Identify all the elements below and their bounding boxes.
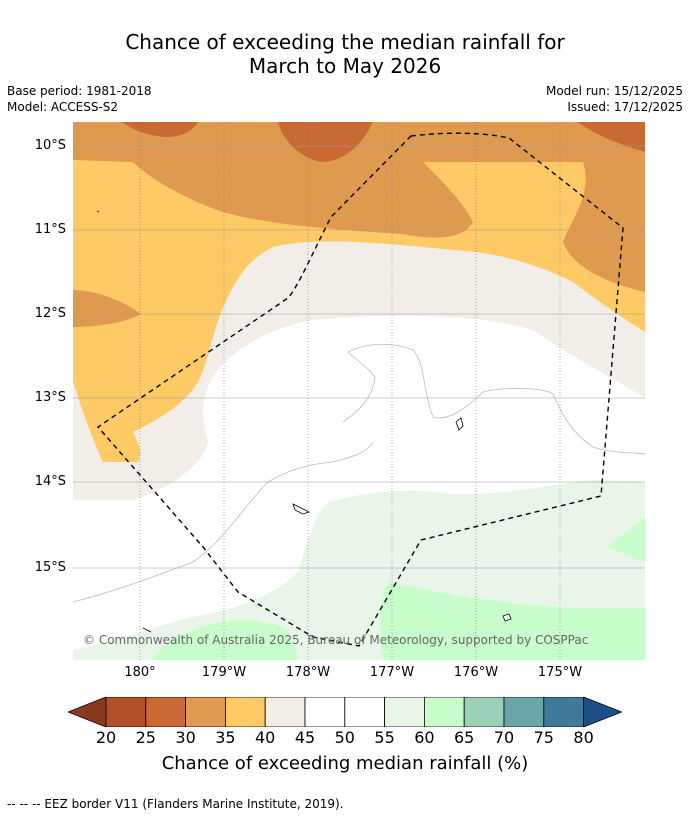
colorbar-segment-25-30 bbox=[145, 696, 187, 728]
band-25-30-ne bbox=[578, 122, 645, 152]
colorbar-segment-35-40 bbox=[224, 696, 266, 728]
issued-date: Issued: 17/12/2025 bbox=[567, 100, 683, 114]
lon-label-175w: 175°W bbox=[537, 665, 583, 680]
colorbar-segment-70-75 bbox=[503, 696, 545, 728]
title-line-1: Chance of exceeding the median rainfall … bbox=[125, 30, 565, 54]
colorbar-segment-40-45 bbox=[264, 696, 306, 728]
colorbar-svg bbox=[66, 696, 623, 728]
lat-label-12s: 12°S bbox=[34, 306, 66, 321]
colorbar-extend-low bbox=[66, 696, 107, 728]
colorbar-tick-45: 45 bbox=[294, 728, 316, 747]
band-30-35-west bbox=[73, 290, 141, 327]
colorbar-segment-30-35 bbox=[185, 696, 226, 728]
colorbar-segment-20-25 bbox=[105, 696, 147, 728]
colorbar-tick-70: 70 bbox=[493, 728, 515, 747]
copyright-text: © Commonwealth of Australia 2025, Bureau… bbox=[83, 633, 589, 647]
band-25-30-nw bbox=[123, 122, 198, 138]
lat-label-11s: 11°S bbox=[34, 222, 66, 237]
colorbar-tick-75: 75 bbox=[533, 728, 554, 747]
band-25-30-north bbox=[278, 122, 373, 162]
model-name: Model: ACCESS-S2 bbox=[7, 100, 119, 114]
lon-label-176w: 176°W bbox=[453, 665, 499, 680]
eez-border bbox=[96, 132, 624, 647]
eez-footnote: -- -- -- EEZ border V11 (Flanders Marine… bbox=[7, 797, 344, 811]
colorbar-tick-50: 50 bbox=[334, 728, 355, 747]
colorbar-segment-60-65 bbox=[423, 696, 465, 728]
island-5 bbox=[96, 210, 100, 213]
lon-label-179w: 179°W bbox=[201, 665, 247, 680]
colorbar-tick-25: 25 bbox=[135, 728, 156, 747]
lon-label-177w: 177°W bbox=[369, 665, 415, 680]
contour-line-1 bbox=[342, 343, 645, 455]
colorbar-tick-35: 35 bbox=[215, 728, 236, 747]
rainfall-map[interactable] bbox=[73, 122, 645, 660]
band-60-65-sw bbox=[153, 620, 298, 660]
colorbar-tick-55: 55 bbox=[374, 728, 395, 747]
colorbar-segment-50-55 bbox=[344, 696, 385, 728]
lon-label-180: 180° bbox=[124, 665, 156, 680]
colorbar-label: Chance of exceeding median rainfall (%) bbox=[161, 753, 529, 774]
contour-line-2 bbox=[73, 441, 374, 603]
lat-label-13s: 13°S bbox=[34, 390, 66, 405]
meta-right: Model run: 15/12/2025 Issued: 17/12/2025 bbox=[546, 83, 683, 115]
lat-label-14s: 14°S bbox=[34, 474, 66, 489]
colorbar-tick-65: 65 bbox=[454, 728, 475, 747]
island-3 bbox=[502, 613, 512, 622]
band-60-65-south bbox=[379, 582, 645, 660]
colorbar-extend-high bbox=[583, 696, 623, 728]
map-title: Chance of exceeding the median rainfall … bbox=[0, 30, 690, 78]
colorbar-tick-60: 60 bbox=[414, 728, 435, 747]
colorbar-segment-45-50 bbox=[304, 696, 346, 728]
colorbar-segment-75-80 bbox=[543, 696, 584, 728]
colorbar-segment-55-60 bbox=[384, 696, 425, 728]
title-line-2: March to May 2026 bbox=[248, 54, 442, 78]
island-2 bbox=[292, 503, 311, 515]
island-1 bbox=[455, 417, 464, 431]
model-run: Model run: 15/12/2025 bbox=[545, 84, 683, 98]
band-30-35 bbox=[73, 122, 645, 292]
colorbar bbox=[66, 696, 623, 728]
map-svg bbox=[73, 122, 645, 660]
colorbar-tick-30: 30 bbox=[175, 728, 196, 747]
colorbar-tick-80: 80 bbox=[573, 728, 594, 747]
lat-label-15s: 15°S bbox=[34, 560, 66, 575]
lon-label-178w: 178°W bbox=[285, 665, 331, 680]
colorbar-tick-40: 40 bbox=[255, 728, 276, 747]
island-4 bbox=[142, 627, 152, 633]
islands bbox=[96, 210, 512, 633]
band-60-65-east bbox=[608, 517, 645, 562]
graticule bbox=[73, 122, 645, 660]
colorbar-tick-20: 20 bbox=[95, 728, 117, 747]
meta-left: Base period: 1981-2018 Model: ACCESS-S2 bbox=[7, 83, 152, 115]
colorbar-segment-65-70 bbox=[463, 696, 505, 728]
lat-label-10s: 10°S bbox=[34, 138, 66, 153]
base-period: Base period: 1981-2018 bbox=[7, 84, 152, 98]
